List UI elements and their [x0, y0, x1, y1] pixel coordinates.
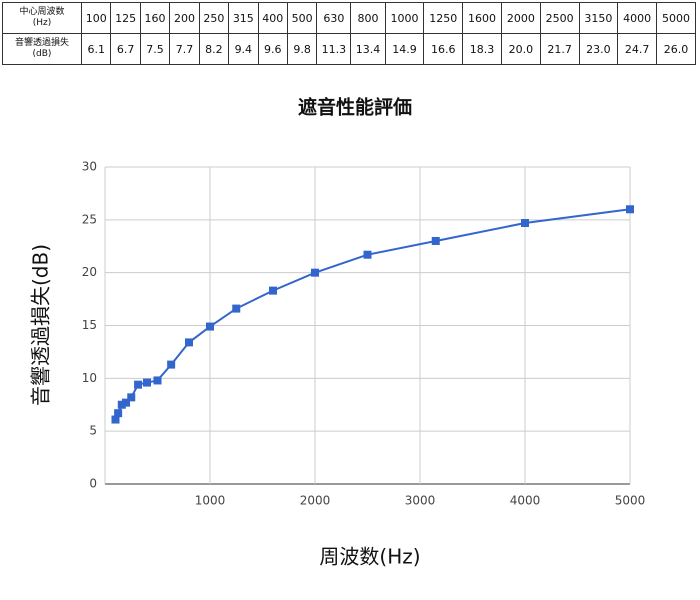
x-tick-label: 2000: [300, 494, 331, 508]
header-line: (Hz): [32, 18, 52, 28]
x-tick-label: 1000: [195, 494, 226, 508]
table-row: 中心周波数 (Hz) 100 125 160 200 250 315 400 500 630 800 1…: [2, 2, 696, 34]
table-cell: 1000: [384, 2, 425, 34]
point-marker: [626, 205, 634, 214]
data-table: 中心周波数 (Hz) 100 125 160 200 250 315 400 500 630 800 1…: [2, 2, 696, 65]
y-tick-label: 20: [82, 265, 97, 279]
point-marker: [134, 380, 143, 389]
table-cell: 3150: [578, 2, 619, 34]
point-marker: [127, 393, 136, 402]
table-cell: 26.0: [656, 33, 696, 65]
table-cell: 1600: [462, 2, 502, 34]
table-cell: 250: [198, 2, 230, 34]
row-header: 中心周波数 (Hz): [2, 2, 82, 34]
series-line: [114, 208, 631, 420]
table-cell: 160: [139, 2, 171, 34]
table-cell: 24.7: [617, 33, 658, 65]
point-marker: [167, 360, 176, 369]
table-cell: 18.3: [462, 33, 502, 65]
chart-title: 遮音性能評価: [298, 96, 412, 119]
table-row: 音響透過損失 (dB) 6.1 6.7 7.5 7.7 8.2 9.4 9.6 9.8 11.3 13…: [2, 33, 696, 65]
y-tick-label: 30: [82, 160, 97, 174]
table-cell: 6.1: [80, 33, 112, 65]
x-tick-label: 5000: [615, 494, 646, 508]
table-cell: 21.7: [539, 33, 580, 65]
y-tick-label: 0: [89, 477, 97, 491]
table-cell: 14.9: [384, 33, 425, 65]
header-line: 音響透過損失: [14, 38, 69, 48]
table-cell: 7.5: [139, 33, 171, 65]
table-cell: 11.3: [316, 33, 352, 65]
table-cell: 16.6: [423, 33, 464, 65]
point-marker: [111, 415, 120, 424]
table-cell: 13.4: [350, 33, 386, 65]
table-cell: 8.2: [198, 33, 230, 65]
point-marker: [114, 409, 123, 418]
table-cell: 200: [169, 2, 200, 34]
point-marker: [143, 378, 151, 387]
point-marker: [206, 322, 214, 331]
table-cell: 125: [110, 2, 141, 34]
table-cell: 5000: [656, 2, 696, 34]
x-axis-label: 周波数(Hz): [319, 545, 420, 569]
table-cell: 500: [286, 2, 318, 34]
table-cell: 2500: [539, 2, 580, 34]
table-cell: 4000: [617, 2, 658, 34]
header-line: 中心周波数: [19, 7, 65, 17]
point-marker: [269, 286, 277, 295]
table-cell: 20.0: [500, 33, 541, 65]
point-marker: [185, 338, 193, 347]
table-cell: 400: [257, 2, 288, 34]
point-marker: [232, 304, 241, 313]
point-marker: [363, 250, 372, 259]
y-tick-label: 10: [82, 371, 97, 385]
point-marker: [311, 268, 319, 277]
x-tick-label: 3000: [405, 494, 436, 508]
y-tick-label: 15: [82, 318, 97, 332]
table-cell: 9.8: [286, 33, 318, 65]
point-marker: [153, 376, 162, 385]
y-axis-label: 音響透過損失(dB): [29, 244, 53, 406]
table-cell: 1250: [423, 2, 464, 34]
point-marker: [122, 398, 130, 407]
row-header: 音響透過損失 (dB): [2, 33, 82, 65]
table-cell: 315: [228, 2, 259, 34]
point-marker: [117, 400, 126, 409]
table-cell: 7.7: [169, 33, 200, 65]
point-marker: [431, 236, 440, 245]
header-line: (dB): [32, 49, 52, 59]
x-tick-label: 4000: [510, 494, 541, 508]
table-cell: 23.0: [578, 33, 619, 65]
y-tick-label: 25: [82, 212, 97, 226]
point-marker: [521, 219, 529, 228]
table-cell: 6.7: [110, 33, 141, 65]
y-tick-label: 5: [89, 424, 97, 438]
table-cell: 630: [316, 2, 352, 34]
